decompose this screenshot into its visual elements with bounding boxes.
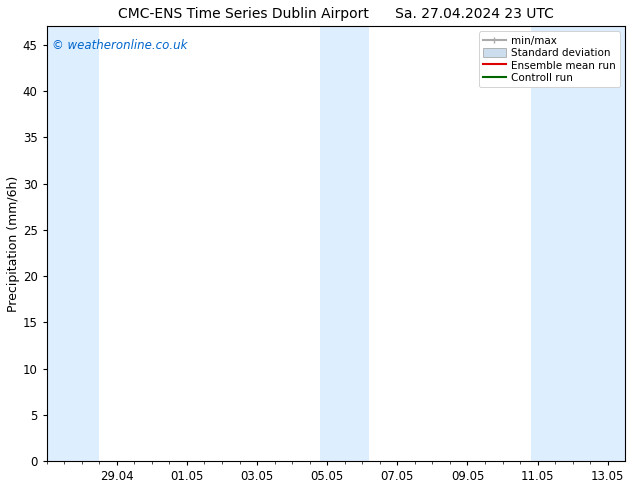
Title: CMC-ENS Time Series Dublin Airport      Sa. 27.04.2024 23 UTC: CMC-ENS Time Series Dublin Airport Sa. 2…	[118, 7, 554, 21]
Bar	[531, 26, 625, 461]
Text: © weatheronline.co.uk: © weatheronline.co.uk	[53, 39, 188, 52]
Y-axis label: Precipitation (mm/6h): Precipitation (mm/6h)	[7, 175, 20, 312]
Bar	[320, 26, 369, 461]
Legend: min/max, Standard deviation, Ensemble mean run, Controll run: min/max, Standard deviation, Ensemble me…	[479, 31, 620, 87]
Bar	[47, 26, 100, 461]
